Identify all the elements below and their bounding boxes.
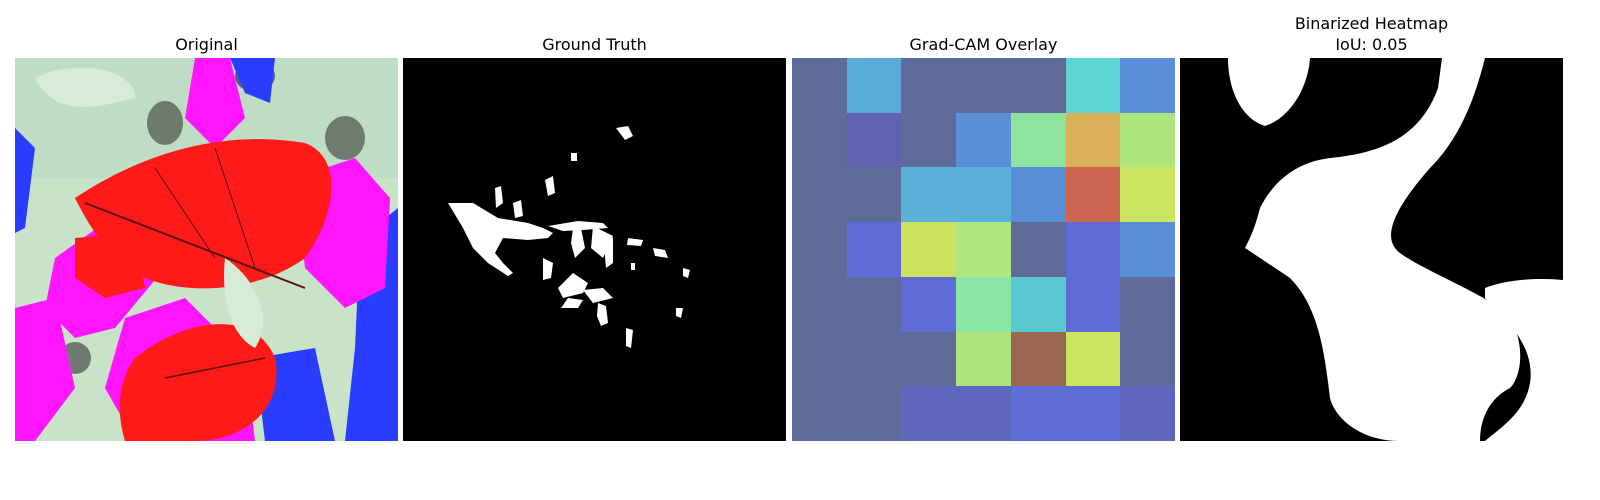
gradcam-cell bbox=[1066, 332, 1120, 386]
gradcam-cell bbox=[1066, 167, 1120, 222]
original-title: Original bbox=[15, 35, 398, 54]
original-image bbox=[15, 58, 398, 441]
gradcam-cell bbox=[1120, 113, 1175, 167]
ground-truth-mask bbox=[403, 58, 786, 441]
gradcam-cell bbox=[956, 113, 1011, 167]
gradcam-cell bbox=[1066, 222, 1120, 277]
gradcam-cell bbox=[1066, 58, 1120, 113]
gradcam-cell bbox=[956, 277, 1011, 332]
gradcam-cell bbox=[847, 167, 901, 222]
gradcam-cell bbox=[1120, 58, 1175, 113]
gradcam-cell bbox=[1011, 386, 1066, 441]
gradcam-cell bbox=[792, 113, 847, 167]
gradcam-cell bbox=[956, 386, 1011, 441]
gradcam-cell bbox=[1120, 222, 1175, 277]
binarized-title: Binarized Heatmap bbox=[1180, 14, 1563, 33]
gradcam-cell bbox=[956, 167, 1011, 222]
gradcam-cell bbox=[792, 58, 847, 113]
gradcam-cell bbox=[1011, 332, 1066, 386]
gradcam-cell bbox=[1066, 386, 1120, 441]
gradcam-cell bbox=[901, 332, 956, 386]
gradcam-cell bbox=[1120, 332, 1175, 386]
gradcam-cell bbox=[792, 332, 847, 386]
gradcam-cell bbox=[792, 167, 847, 222]
gradcam-title: Grad-CAM Overlay bbox=[792, 35, 1175, 54]
gradcam-cell bbox=[1066, 277, 1120, 332]
gradcam-cell bbox=[847, 58, 901, 113]
gradcam-cell bbox=[847, 113, 901, 167]
gradcam-cell bbox=[847, 222, 901, 277]
gradcam-cell bbox=[1011, 167, 1066, 222]
gradcam-cell bbox=[847, 386, 901, 441]
gradcam-cell bbox=[1011, 222, 1066, 277]
gradcam-cell bbox=[847, 332, 901, 386]
gradcam-cell bbox=[901, 277, 956, 332]
gradcam-cell bbox=[901, 167, 956, 222]
gradcam-cell bbox=[1011, 113, 1066, 167]
gradcam-cell bbox=[792, 222, 847, 277]
gradcam-cell bbox=[956, 58, 1011, 113]
iou-label: IoU: 0.05 bbox=[1180, 35, 1563, 54]
gradcam-cell bbox=[901, 58, 956, 113]
gradcam-cell bbox=[901, 113, 956, 167]
gradcam-cell bbox=[792, 277, 847, 332]
gradcam-cell bbox=[1120, 167, 1175, 222]
ground-truth-title: Ground Truth bbox=[403, 35, 786, 54]
gradcam-overlay bbox=[792, 58, 1175, 441]
gradcam-cell bbox=[1120, 277, 1175, 332]
gradcam-cell bbox=[1120, 386, 1175, 441]
gradcam-cell bbox=[847, 277, 901, 332]
gradcam-cell bbox=[1011, 277, 1066, 332]
gradcam-cell bbox=[792, 386, 847, 441]
gradcam-cell bbox=[956, 332, 1011, 386]
binarized-heatmap bbox=[1180, 58, 1563, 441]
gradcam-cell bbox=[901, 222, 956, 277]
gradcam-cell bbox=[1011, 58, 1066, 113]
gradcam-cell bbox=[956, 222, 1011, 277]
gradcam-cell bbox=[1066, 113, 1120, 167]
gradcam-cell bbox=[901, 386, 956, 441]
